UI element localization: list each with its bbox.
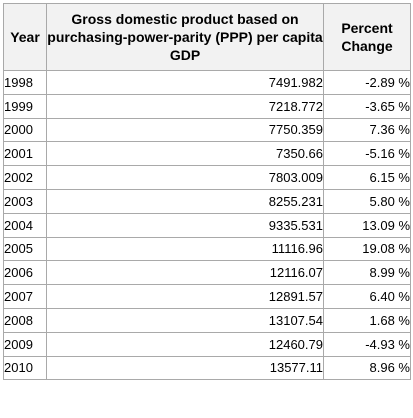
- table-row: 2004 9335.531 13.09 %: [3, 212, 411, 238]
- year-cell: 2010: [3, 355, 47, 381]
- table-row: 2005 11116.96 19.08 %: [3, 236, 411, 262]
- table-row: 2001 7350.66 -5.16 %: [3, 141, 411, 167]
- column-header-percent-change: Percent Change: [323, 3, 411, 71]
- percent-change-cell: -2.89 %: [323, 70, 411, 95]
- percent-change-cell: 1.68 %: [323, 307, 411, 333]
- percent-change-cell: 13.09 %: [323, 212, 411, 238]
- table-row: 2000 7750.359 7.36 %: [3, 117, 411, 143]
- gdp-cell: 7750.359: [46, 117, 324, 143]
- year-cell: 2000: [3, 117, 47, 143]
- percent-change-cell: -4.93 %: [323, 331, 411, 357]
- percent-change-cell: -3.65 %: [323, 93, 411, 119]
- year-cell: 2008: [3, 307, 47, 333]
- gdp-cell: 8255.231: [46, 188, 324, 214]
- table-row: 2002 7803.009 6.15 %: [3, 165, 411, 190]
- gdp-cell: 7491.982: [46, 70, 324, 95]
- gdp-cell: 7350.66: [46, 141, 324, 167]
- gdp-cell: 12460.79: [46, 331, 324, 357]
- percent-change-cell: 6.15 %: [323, 165, 411, 190]
- table-row: 2010 13577.11 8.96 %: [3, 355, 411, 381]
- year-cell: 1999: [3, 93, 47, 119]
- percent-change-cell: 6.40 %: [323, 284, 411, 309]
- gdp-cell: 13107.54: [46, 307, 324, 333]
- gdp-cell: 7218.772: [46, 93, 324, 119]
- percent-change-cell: 5.80 %: [323, 188, 411, 214]
- table-row: 2007 12891.57 6.40 %: [3, 284, 411, 309]
- year-cell: 2002: [3, 165, 47, 190]
- percent-change-cell: -5.16 %: [323, 141, 411, 167]
- percent-change-cell: 19.08 %: [323, 236, 411, 262]
- year-cell: 2009: [3, 331, 47, 357]
- column-header-gdp: Gross domestic product based on purchasi…: [46, 3, 324, 71]
- table-row: 1998 7491.982 -2.89 %: [3, 70, 411, 95]
- gdp-cell: 12116.07: [46, 260, 324, 286]
- gdp-cell: 12891.57: [46, 284, 324, 309]
- gdp-table: Year Gross domestic product based on pur…: [3, 3, 411, 381]
- gdp-cell: 7803.009: [46, 165, 324, 190]
- year-cell: 1998: [3, 70, 47, 95]
- table-row: 2009 12460.79 -4.93 %: [3, 331, 411, 357]
- percent-change-cell: 8.96 %: [323, 355, 411, 381]
- percent-change-cell: 7.36 %: [323, 117, 411, 143]
- year-cell: 2005: [3, 236, 47, 262]
- table-row: 2003 8255.231 5.80 %: [3, 188, 411, 214]
- gdp-cell: 9335.531: [46, 212, 324, 238]
- percent-change-cell: 8.99 %: [323, 260, 411, 286]
- table-row: 2008 13107.54 1.68 %: [3, 307, 411, 333]
- header-row: Year Gross domestic product based on pur…: [3, 3, 411, 71]
- table-row: 2006 12116.07 8.99 %: [3, 260, 411, 286]
- year-cell: 2004: [3, 212, 47, 238]
- gdp-cell: 13577.11: [46, 355, 324, 381]
- year-cell: 2001: [3, 141, 47, 167]
- year-cell: 2007: [3, 284, 47, 309]
- table-row: 1999 7218.772 -3.65 %: [3, 93, 411, 119]
- year-cell: 2006: [3, 260, 47, 286]
- year-cell: 2003: [3, 188, 47, 214]
- gdp-cell: 11116.96: [46, 236, 324, 262]
- column-header-year: Year: [3, 3, 47, 71]
